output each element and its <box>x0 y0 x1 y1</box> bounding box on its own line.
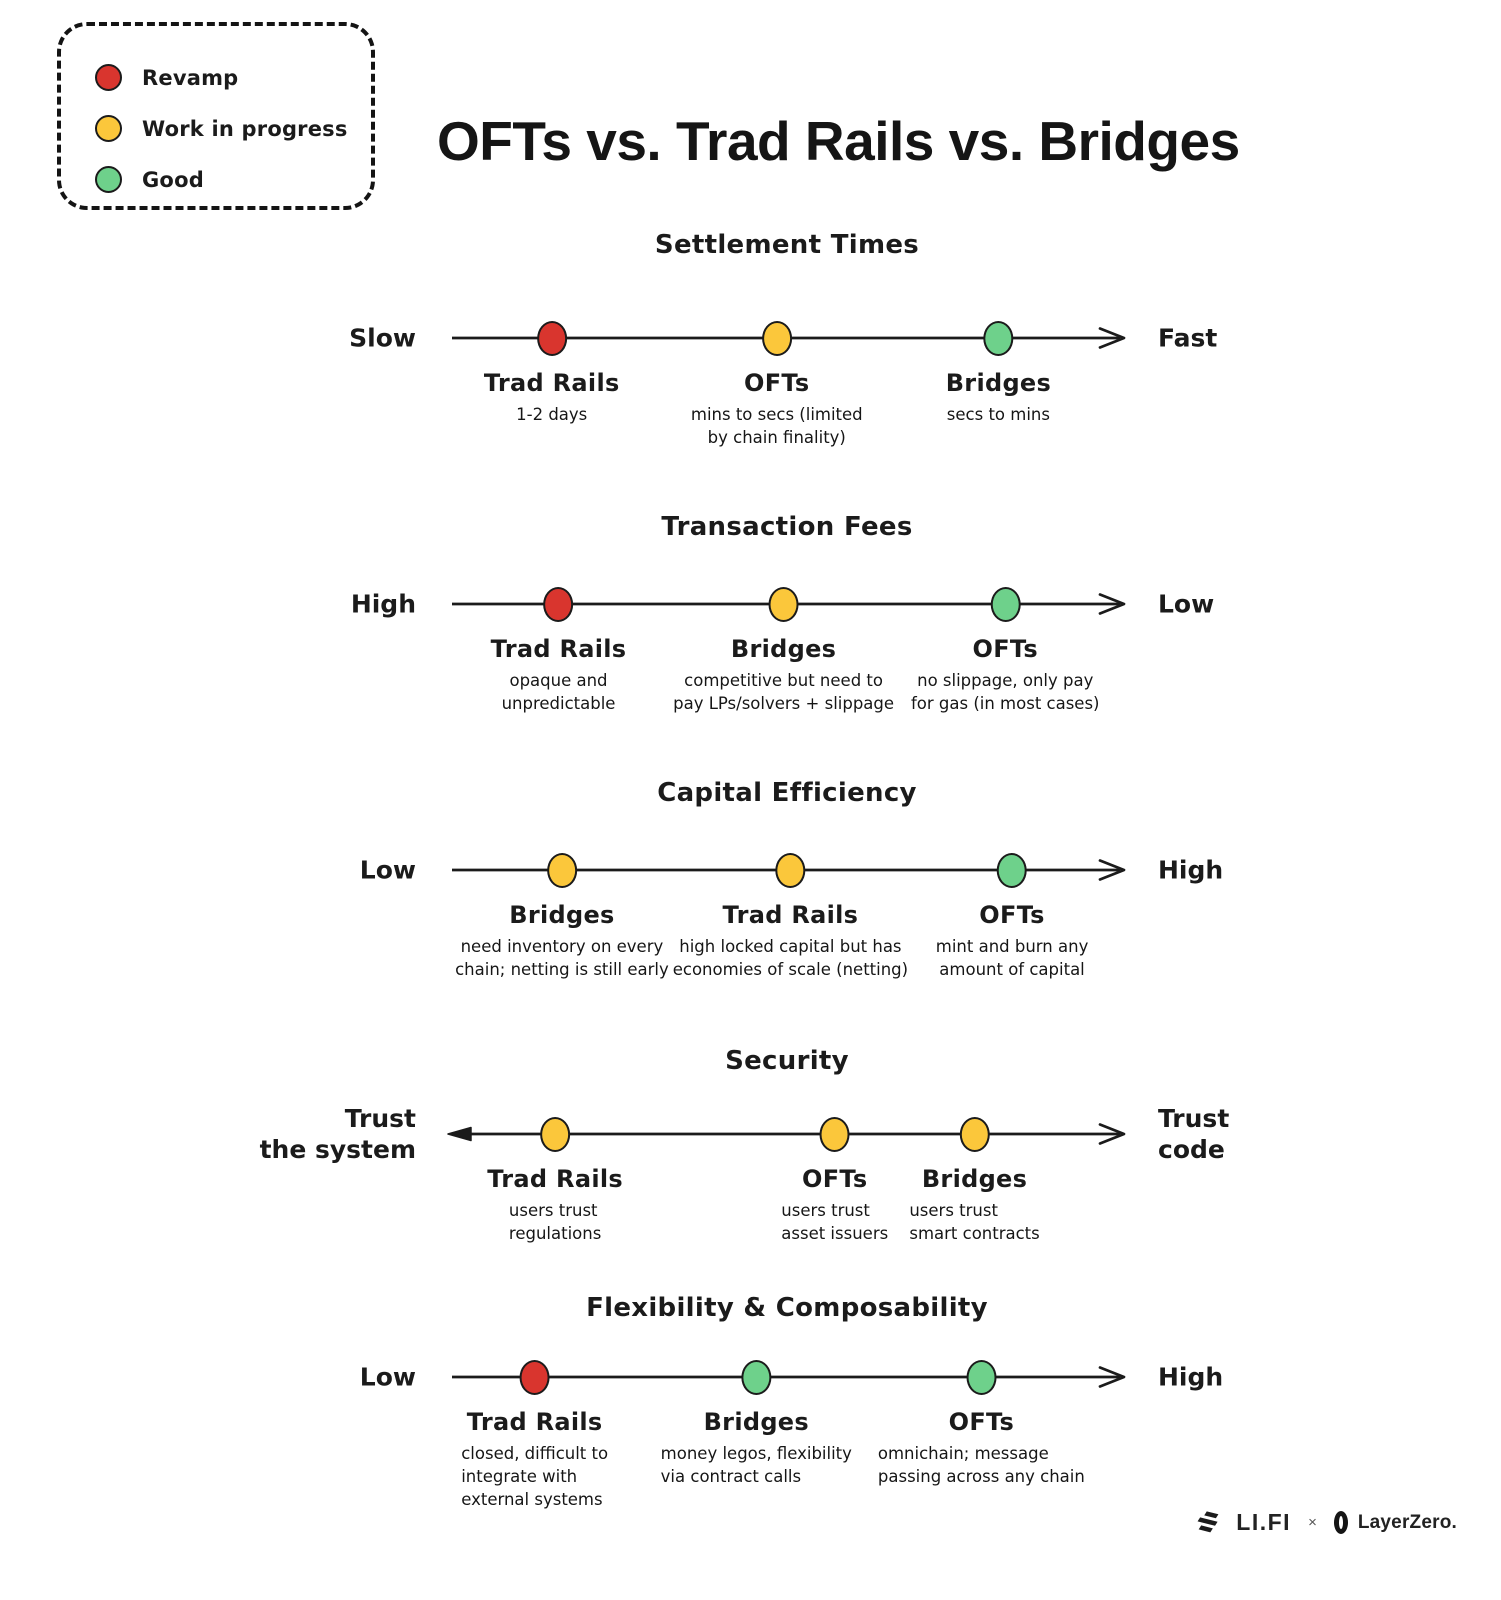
rating-point: Bridges need inventory on every chain; n… <box>455 852 669 981</box>
point-desc: money legos, flexibility via contract ca… <box>660 1443 852 1486</box>
axis-left-label: Low <box>359 1362 416 1392</box>
footer-logos: LI.FI × LayerZero. <box>1195 1509 1457 1536</box>
lifi-logo-icon <box>1197 1510 1219 1532</box>
axis-left-label: Trust the system <box>259 1103 416 1164</box>
legend-label: Revamp <box>142 65 239 90</box>
rating-point: OFTs no slippage, only pay for gas (in m… <box>910 586 1100 715</box>
legend-item-wip: Work in progress <box>95 103 371 154</box>
point-desc: no slippage, only pay for gas (in most c… <box>910 670 1100 713</box>
point-desc: 1-2 days <box>516 404 588 424</box>
section-title: Flexibility & Composability <box>586 1293 988 1323</box>
status-dot <box>819 1116 850 1152</box>
rating-point: Bridges users trust smart contracts <box>909 1116 1040 1245</box>
rating-point: Trad Rails high locked capital but has e… <box>672 852 909 981</box>
legend-item-good: Good <box>95 154 371 205</box>
status-dot <box>519 1359 550 1395</box>
axis-right-label: High <box>1158 855 1224 885</box>
rating-point: Bridges secs to mins <box>945 320 1052 426</box>
rating-point: Trad Rails opaque and unpredictable <box>490 586 627 715</box>
status-dot <box>997 852 1028 888</box>
rating-point: Trad Rails 1-2 days <box>483 320 620 426</box>
point-name: Bridges <box>945 368 1052 397</box>
point-desc: high locked capital but has economies of… <box>672 936 909 979</box>
status-dot <box>536 320 567 356</box>
point-name: OFTs <box>744 368 810 397</box>
point-name: Bridges <box>921 1164 1028 1193</box>
page-title: OFTs vs. Trad Rails vs. Bridges <box>437 109 1240 172</box>
point-name: Bridges <box>509 900 615 929</box>
legend-item-revamp: Revamp <box>95 52 371 103</box>
status-dot <box>966 1359 997 1395</box>
status-dot <box>990 586 1021 622</box>
axis-right-label: Low <box>1158 589 1215 619</box>
rating-point: OFTs users trust asset issuers <box>781 1116 889 1245</box>
point-desc: opaque and unpredictable <box>501 670 616 713</box>
point-name: OFTs <box>802 1164 868 1193</box>
section-title: Transaction Fees <box>661 512 913 542</box>
status-dot <box>983 320 1014 356</box>
point-name: OFTs <box>948 1407 1015 1436</box>
point-desc: secs to mins <box>946 404 1050 424</box>
section-title: Settlement Times <box>654 230 920 260</box>
axis-right-label: Fast <box>1158 323 1218 353</box>
point-name: Trad Rails <box>722 900 859 929</box>
status-dot <box>959 1116 990 1152</box>
rating-point: OFTs mins to secs (limited by chain fina… <box>690 320 863 449</box>
rating-point: Trad Rails closed, difficult to integrat… <box>461 1359 609 1511</box>
point-name: OFTs <box>972 634 1038 663</box>
point-desc: users trust smart contracts <box>909 1200 1040 1243</box>
legend-label: Good <box>142 167 204 192</box>
section-title: Capital Efficiency <box>657 778 917 808</box>
status-dot <box>768 586 799 622</box>
point-desc: mins to secs (limited by chain finality) <box>690 404 863 447</box>
point-name: Trad Rails <box>487 1164 623 1193</box>
status-dot <box>543 586 574 622</box>
section-title: Security <box>725 1046 849 1076</box>
axis-arrow <box>452 1366 1126 1388</box>
point-desc: need inventory on every chain; netting i… <box>455 936 669 979</box>
point-name: Trad Rails <box>490 634 627 663</box>
axis-left-label: Slow <box>349 323 416 353</box>
rating-point: OFTs mint and burn any amount of capital <box>935 852 1089 981</box>
point-name: Trad Rails <box>466 1407 603 1436</box>
point-desc: users trust regulations <box>508 1200 602 1243</box>
layerzero-logo-icon <box>1333 1511 1348 1534</box>
legend-label: Work in progress <box>142 116 348 141</box>
revamp-dot-icon <box>95 64 122 91</box>
collab-x-icon: × <box>1308 1514 1317 1531</box>
axis-left-label: High <box>350 589 416 619</box>
rating-point: Bridges money legos, flexibility via con… <box>660 1359 852 1488</box>
status-dot <box>540 1116 571 1152</box>
point-name: Bridges <box>730 634 837 663</box>
good-dot-icon <box>95 166 122 193</box>
point-desc: mint and burn any amount of capital <box>935 936 1089 979</box>
lifi-wordmark: LI.FI <box>1236 1509 1292 1535</box>
axis-right-label: Trust code <box>1158 1103 1230 1164</box>
status-dot <box>761 320 792 356</box>
status-dot <box>775 852 806 888</box>
point-name: Trad Rails <box>483 368 620 397</box>
point-desc: competitive but need to pay LPs/solvers … <box>673 670 895 713</box>
rating-point: Trad Rails users trust regulations <box>487 1116 623 1245</box>
rating-point: OFTs omnichain; message passing across a… <box>877 1359 1085 1488</box>
point-desc: closed, difficult to integrate with exte… <box>461 1443 609 1509</box>
layerzero-wordmark: LayerZero. <box>1357 1511 1457 1533</box>
status-dot <box>741 1359 772 1395</box>
point-desc: omnichain; message passing across any ch… <box>877 1443 1085 1486</box>
point-name: OFTs <box>979 900 1045 929</box>
rating-point: Bridges competitive but need to pay LPs/… <box>673 586 895 715</box>
point-name: Bridges <box>703 1407 809 1436</box>
axis-right-label: High <box>1158 1362 1224 1392</box>
axis-left-label: Low <box>359 855 416 885</box>
wip-dot-icon <box>95 115 122 142</box>
status-dot <box>546 852 577 888</box>
point-desc: users trust asset issuers <box>781 1200 889 1243</box>
status-legend: Revamp Work in progress Good <box>57 22 375 210</box>
